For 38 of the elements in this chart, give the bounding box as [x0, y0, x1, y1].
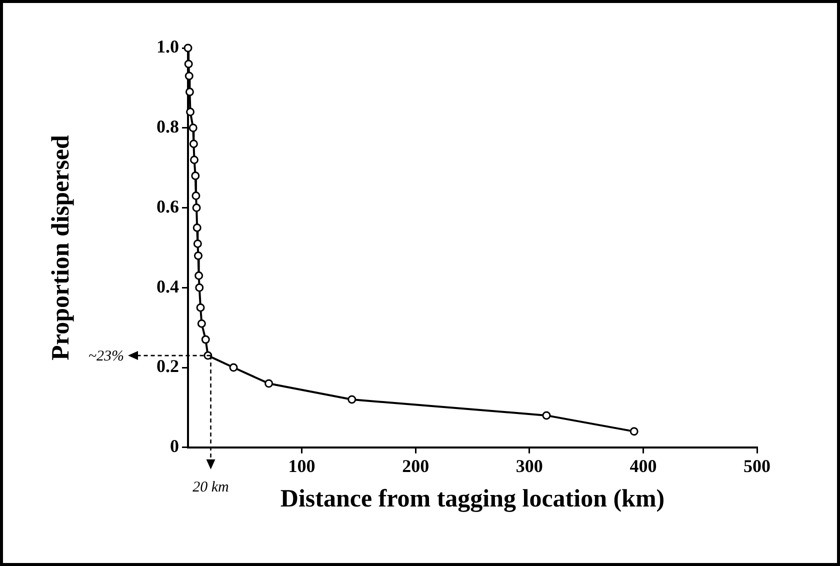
x-axis-title: Distance from tagging location (km) [280, 485, 665, 512]
y-axis-title: Proportion dispersed [47, 134, 74, 360]
x-tick-label: 500 [744, 456, 770, 476]
x-tick-label: 400 [630, 456, 657, 476]
point [630, 427, 638, 436]
point [184, 72, 194, 80]
ref-line-label: 20 km [192, 479, 230, 496]
point [190, 156, 199, 164]
point [192, 204, 201, 212]
y-tick-label: 0 [170, 436, 179, 456]
point [197, 319, 206, 328]
point [184, 60, 193, 68]
x-tick-label: 300 [516, 456, 543, 476]
point [542, 411, 551, 420]
y-tick-label: 0.8 [156, 116, 179, 137]
point [192, 192, 200, 200]
point [189, 140, 198, 148]
point [188, 124, 198, 132]
point [186, 108, 195, 116]
y-tick-label: 0.4 [156, 276, 179, 296]
y-tick-label: 0.6 [156, 196, 179, 216]
point [264, 379, 274, 388]
x-tick-label: 200 [402, 456, 430, 476]
point [193, 239, 202, 248]
point [192, 223, 202, 232]
ref-line-label: ~23% [88, 348, 124, 365]
point [191, 172, 200, 180]
point [229, 363, 238, 372]
point [201, 335, 210, 344]
point [195, 283, 204, 292]
y-tick-label: 0.2 [156, 356, 179, 376]
y-tick-label: 1.0 [156, 36, 179, 57]
point [196, 303, 205, 312]
point [194, 271, 204, 280]
point [185, 88, 194, 96]
point [348, 395, 356, 404]
point [194, 251, 202, 260]
x-tick-label: 100 [288, 456, 316, 476]
